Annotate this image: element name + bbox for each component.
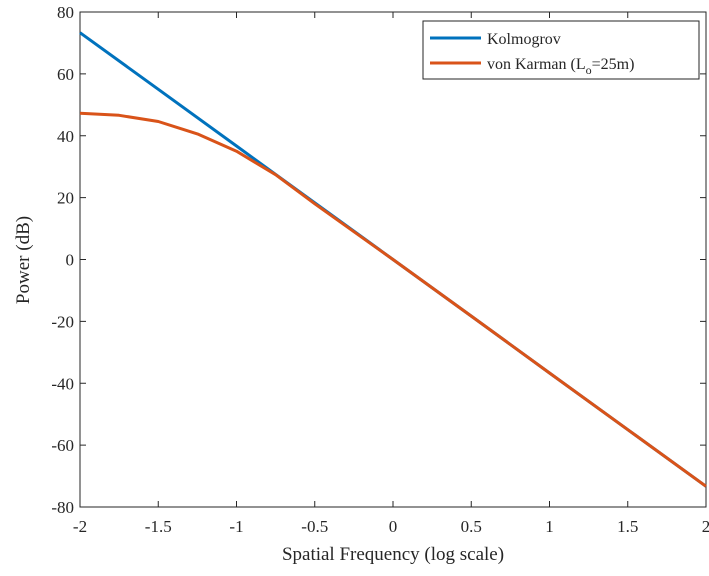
- x-tick-label: -1: [229, 517, 243, 536]
- y-tick-label: 60: [57, 65, 74, 84]
- y-axis-label: Power (dB): [13, 216, 34, 304]
- x-axis-label: Spatial Frequency (log scale): [282, 544, 504, 565]
- x-tick-label: 1: [545, 517, 554, 536]
- ticks-layer: -2 -1.5 -1 -0.5 0 0.5 1 1.5 2 -80 -60 -40 -20 0 20 40 60…: [51, 3, 709, 536]
- y-tick-label: 0: [66, 251, 75, 270]
- y-tick-label: -20: [51, 312, 74, 331]
- y-tick-label: -40: [51, 374, 74, 393]
- x-tick-label: 1.5: [617, 517, 638, 536]
- legend: Kolmogrov von Karman (Lo=25m): [422, 20, 700, 80]
- x-tick-label: 0: [389, 517, 398, 536]
- y-tick-label: 80: [57, 3, 74, 22]
- series-line-von-karman: [79, 111, 707, 488]
- series-layer: [79, 31, 707, 488]
- legend-label-von-karman-subscript: o: [586, 63, 592, 77]
- x-tick-label: 0.5: [461, 517, 482, 536]
- legend-label-von-karman-main: von Karman (L: [487, 56, 586, 73]
- legend-label-kolmogrov: Kolmogrov: [487, 31, 561, 48]
- x-tick-label: -2: [73, 517, 87, 536]
- y-tick-label: 40: [57, 127, 74, 146]
- legend-box: [422, 20, 700, 80]
- legend-label-von-karman: von Karman (Lo=25m): [487, 56, 634, 77]
- x-tick-label: 2: [702, 517, 709, 536]
- x-tick-label: -0.5: [301, 517, 328, 536]
- y-tick-label: -80: [51, 498, 74, 517]
- y-tick-label: 20: [57, 189, 74, 208]
- x-tick-label: -1.5: [145, 517, 172, 536]
- y-tick-label: -60: [51, 436, 74, 455]
- legend-label-von-karman-tail: =25m): [592, 56, 635, 73]
